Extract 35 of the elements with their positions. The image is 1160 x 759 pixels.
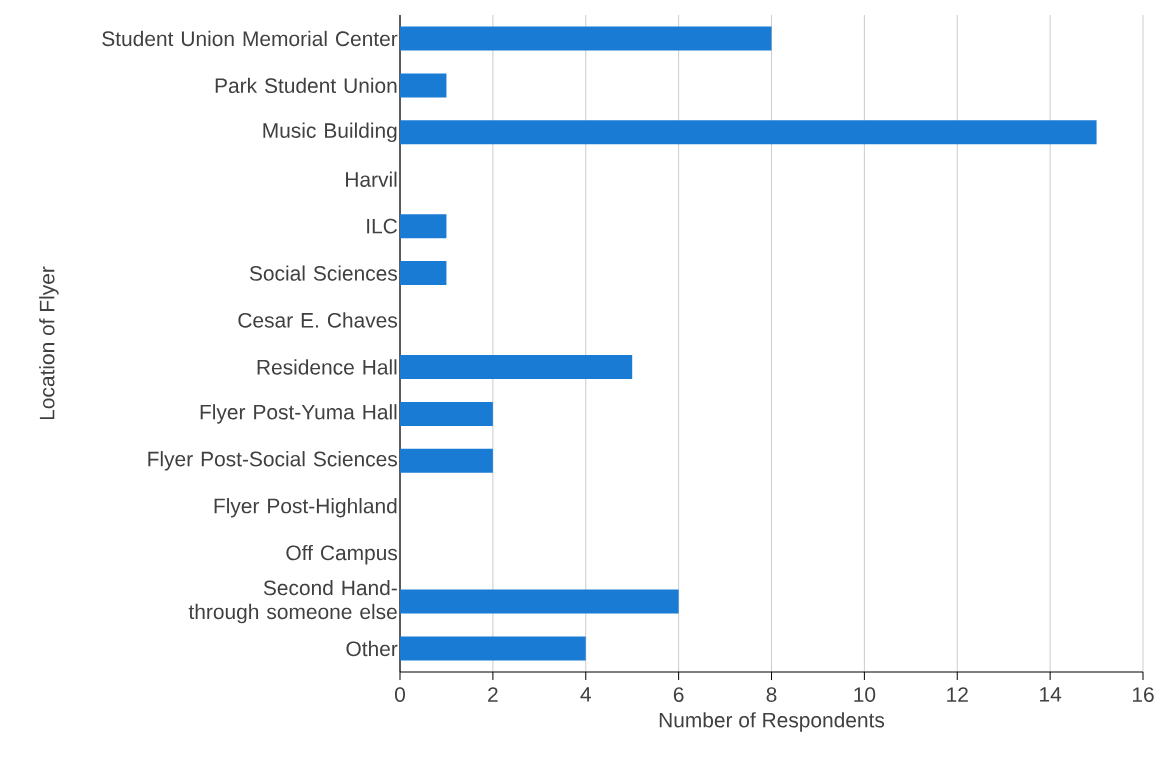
- bar: [400, 448, 493, 473]
- y-tick-label: Student Union Memorial Center: [102, 30, 398, 47]
- y-tick-label: Park Student Union: [215, 77, 397, 94]
- y-tick-label: Flyer Post-Social Sciences: [148, 451, 397, 471]
- y-tick-label: Flyer Post-Yuma Hall: [200, 404, 397, 424]
- x-axis-title: Number of Respondents: [659, 712, 885, 732]
- x-tick-label: 16: [1132, 687, 1154, 702]
- y-tick-label: Cesar E. Chaves: [238, 312, 398, 328]
- bar: [400, 261, 447, 286]
- x-tick-label: 2: [488, 687, 498, 702]
- bar: [400, 354, 633, 379]
- bar: [400, 636, 586, 661]
- y-tick-label: Second Hand-through someone else: [188, 579, 397, 624]
- x-tick-label: 8: [766, 687, 777, 702]
- bar: [400, 589, 679, 614]
- bar: [400, 214, 447, 239]
- y-tick-label: Other: [346, 640, 398, 657]
- y-tick-label: Off Campus: [286, 544, 398, 565]
- x-tick-label: 10: [854, 687, 876, 702]
- y-tick-label: Harvil: [346, 171, 397, 187]
- x-tick-label: 4: [580, 687, 591, 702]
- y-axis-title: Location of Flyer: [39, 266, 59, 420]
- x-tick-label: 6: [673, 687, 684, 702]
- x-tick-label: 14: [1040, 687, 1062, 702]
- x-tick-label: 0: [395, 687, 405, 702]
- y-tick-label: Flyer Post-Highland: [214, 498, 397, 518]
- y-tick-label: Residence Hall: [257, 359, 397, 375]
- x-tick-label: 12: [947, 687, 968, 702]
- y-tick-label: Music Building: [263, 122, 397, 143]
- bar: [400, 401, 493, 426]
- y-tick-label: ILC: [367, 218, 398, 234]
- bar: [400, 26, 772, 51]
- y-tick-label: Social Sciences: [249, 265, 398, 281]
- bar: [400, 120, 1097, 145]
- bar: [400, 73, 447, 98]
